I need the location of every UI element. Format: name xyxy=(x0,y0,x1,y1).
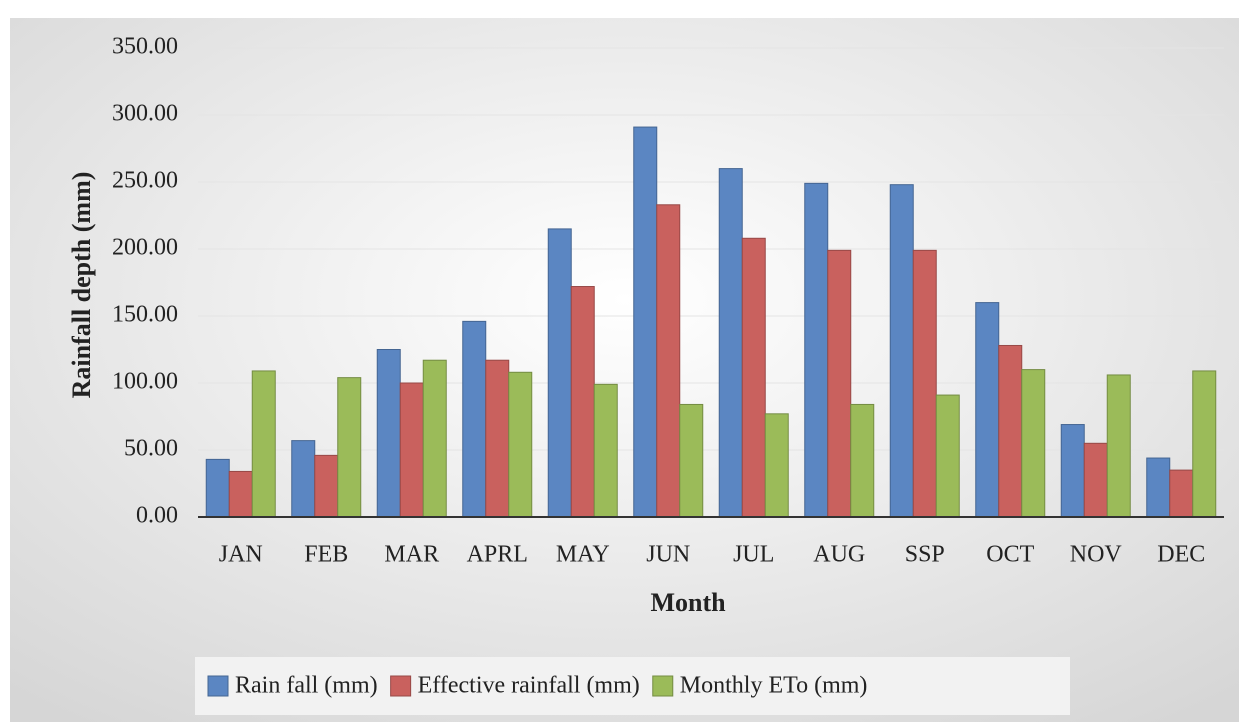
legend-swatch xyxy=(652,675,674,697)
legend-box xyxy=(195,657,1070,715)
bar xyxy=(998,344,1023,518)
legend-label: Rain fall (mm) xyxy=(235,673,378,699)
bar xyxy=(251,370,276,518)
bar xyxy=(827,249,852,518)
x-tick-label: AUG xyxy=(813,542,865,568)
bar xyxy=(804,182,829,518)
y-tick-label: 200.00 xyxy=(112,235,178,261)
legend-swatch xyxy=(390,675,412,697)
bar xyxy=(547,228,572,518)
bar xyxy=(291,440,316,518)
y-tick-label: 150.00 xyxy=(112,302,178,328)
bar xyxy=(1083,442,1108,518)
bar xyxy=(508,371,533,518)
x-tick-label: FEB xyxy=(304,542,348,568)
bar xyxy=(337,377,362,518)
x-tick-label: MAR xyxy=(384,542,439,568)
y-tick-label: 0.00 xyxy=(136,503,178,529)
y-tick-label: 50.00 xyxy=(124,436,178,462)
x-tick-label: JUL xyxy=(733,542,774,568)
bar xyxy=(314,454,339,518)
bar xyxy=(228,470,253,518)
bar xyxy=(975,302,1000,518)
bar xyxy=(1192,370,1217,518)
bar xyxy=(718,168,743,518)
x-tick-label: APRL xyxy=(467,542,528,568)
bar xyxy=(1169,469,1194,518)
bar xyxy=(935,394,960,518)
bar xyxy=(1021,369,1046,518)
x-tick-label: JUN xyxy=(646,542,690,568)
bar xyxy=(912,249,937,518)
bar xyxy=(656,204,681,518)
y-tick-label: 100.00 xyxy=(112,369,178,395)
bar xyxy=(399,382,424,518)
x-tick-label: DEC xyxy=(1157,542,1205,568)
bar xyxy=(1060,424,1085,518)
bar xyxy=(593,383,618,518)
y-axis-title: Rainfall depth (mm) xyxy=(67,172,96,399)
y-tick-label: 250.00 xyxy=(112,168,178,194)
bar xyxy=(376,349,401,518)
bar xyxy=(1146,457,1171,518)
bar xyxy=(741,237,766,518)
bar xyxy=(205,458,230,518)
bar xyxy=(633,126,658,518)
bar xyxy=(422,359,447,518)
bar xyxy=(570,286,595,518)
legend-label: Monthly ETo (mm) xyxy=(680,673,868,699)
bar xyxy=(764,413,789,518)
bar xyxy=(889,184,914,518)
bar xyxy=(679,403,704,518)
x-tick-label: MAY xyxy=(556,542,610,568)
x-axis-title: Month xyxy=(650,588,726,617)
x-tick-label: JAN xyxy=(219,542,263,568)
x-tick-label: OCT xyxy=(986,542,1034,568)
legend-swatch xyxy=(207,675,229,697)
bar xyxy=(850,403,875,518)
bar xyxy=(1106,374,1131,518)
legend-label: Effective rainfall (mm) xyxy=(418,673,640,699)
x-tick-label: NOV xyxy=(1070,542,1123,568)
y-tick-label: 300.00 xyxy=(112,101,178,127)
chart-background xyxy=(10,18,1239,722)
y-tick-label: 350.00 xyxy=(112,34,178,60)
bar xyxy=(462,320,487,518)
bar xyxy=(485,359,510,518)
x-tick-label: SSP xyxy=(905,542,945,568)
